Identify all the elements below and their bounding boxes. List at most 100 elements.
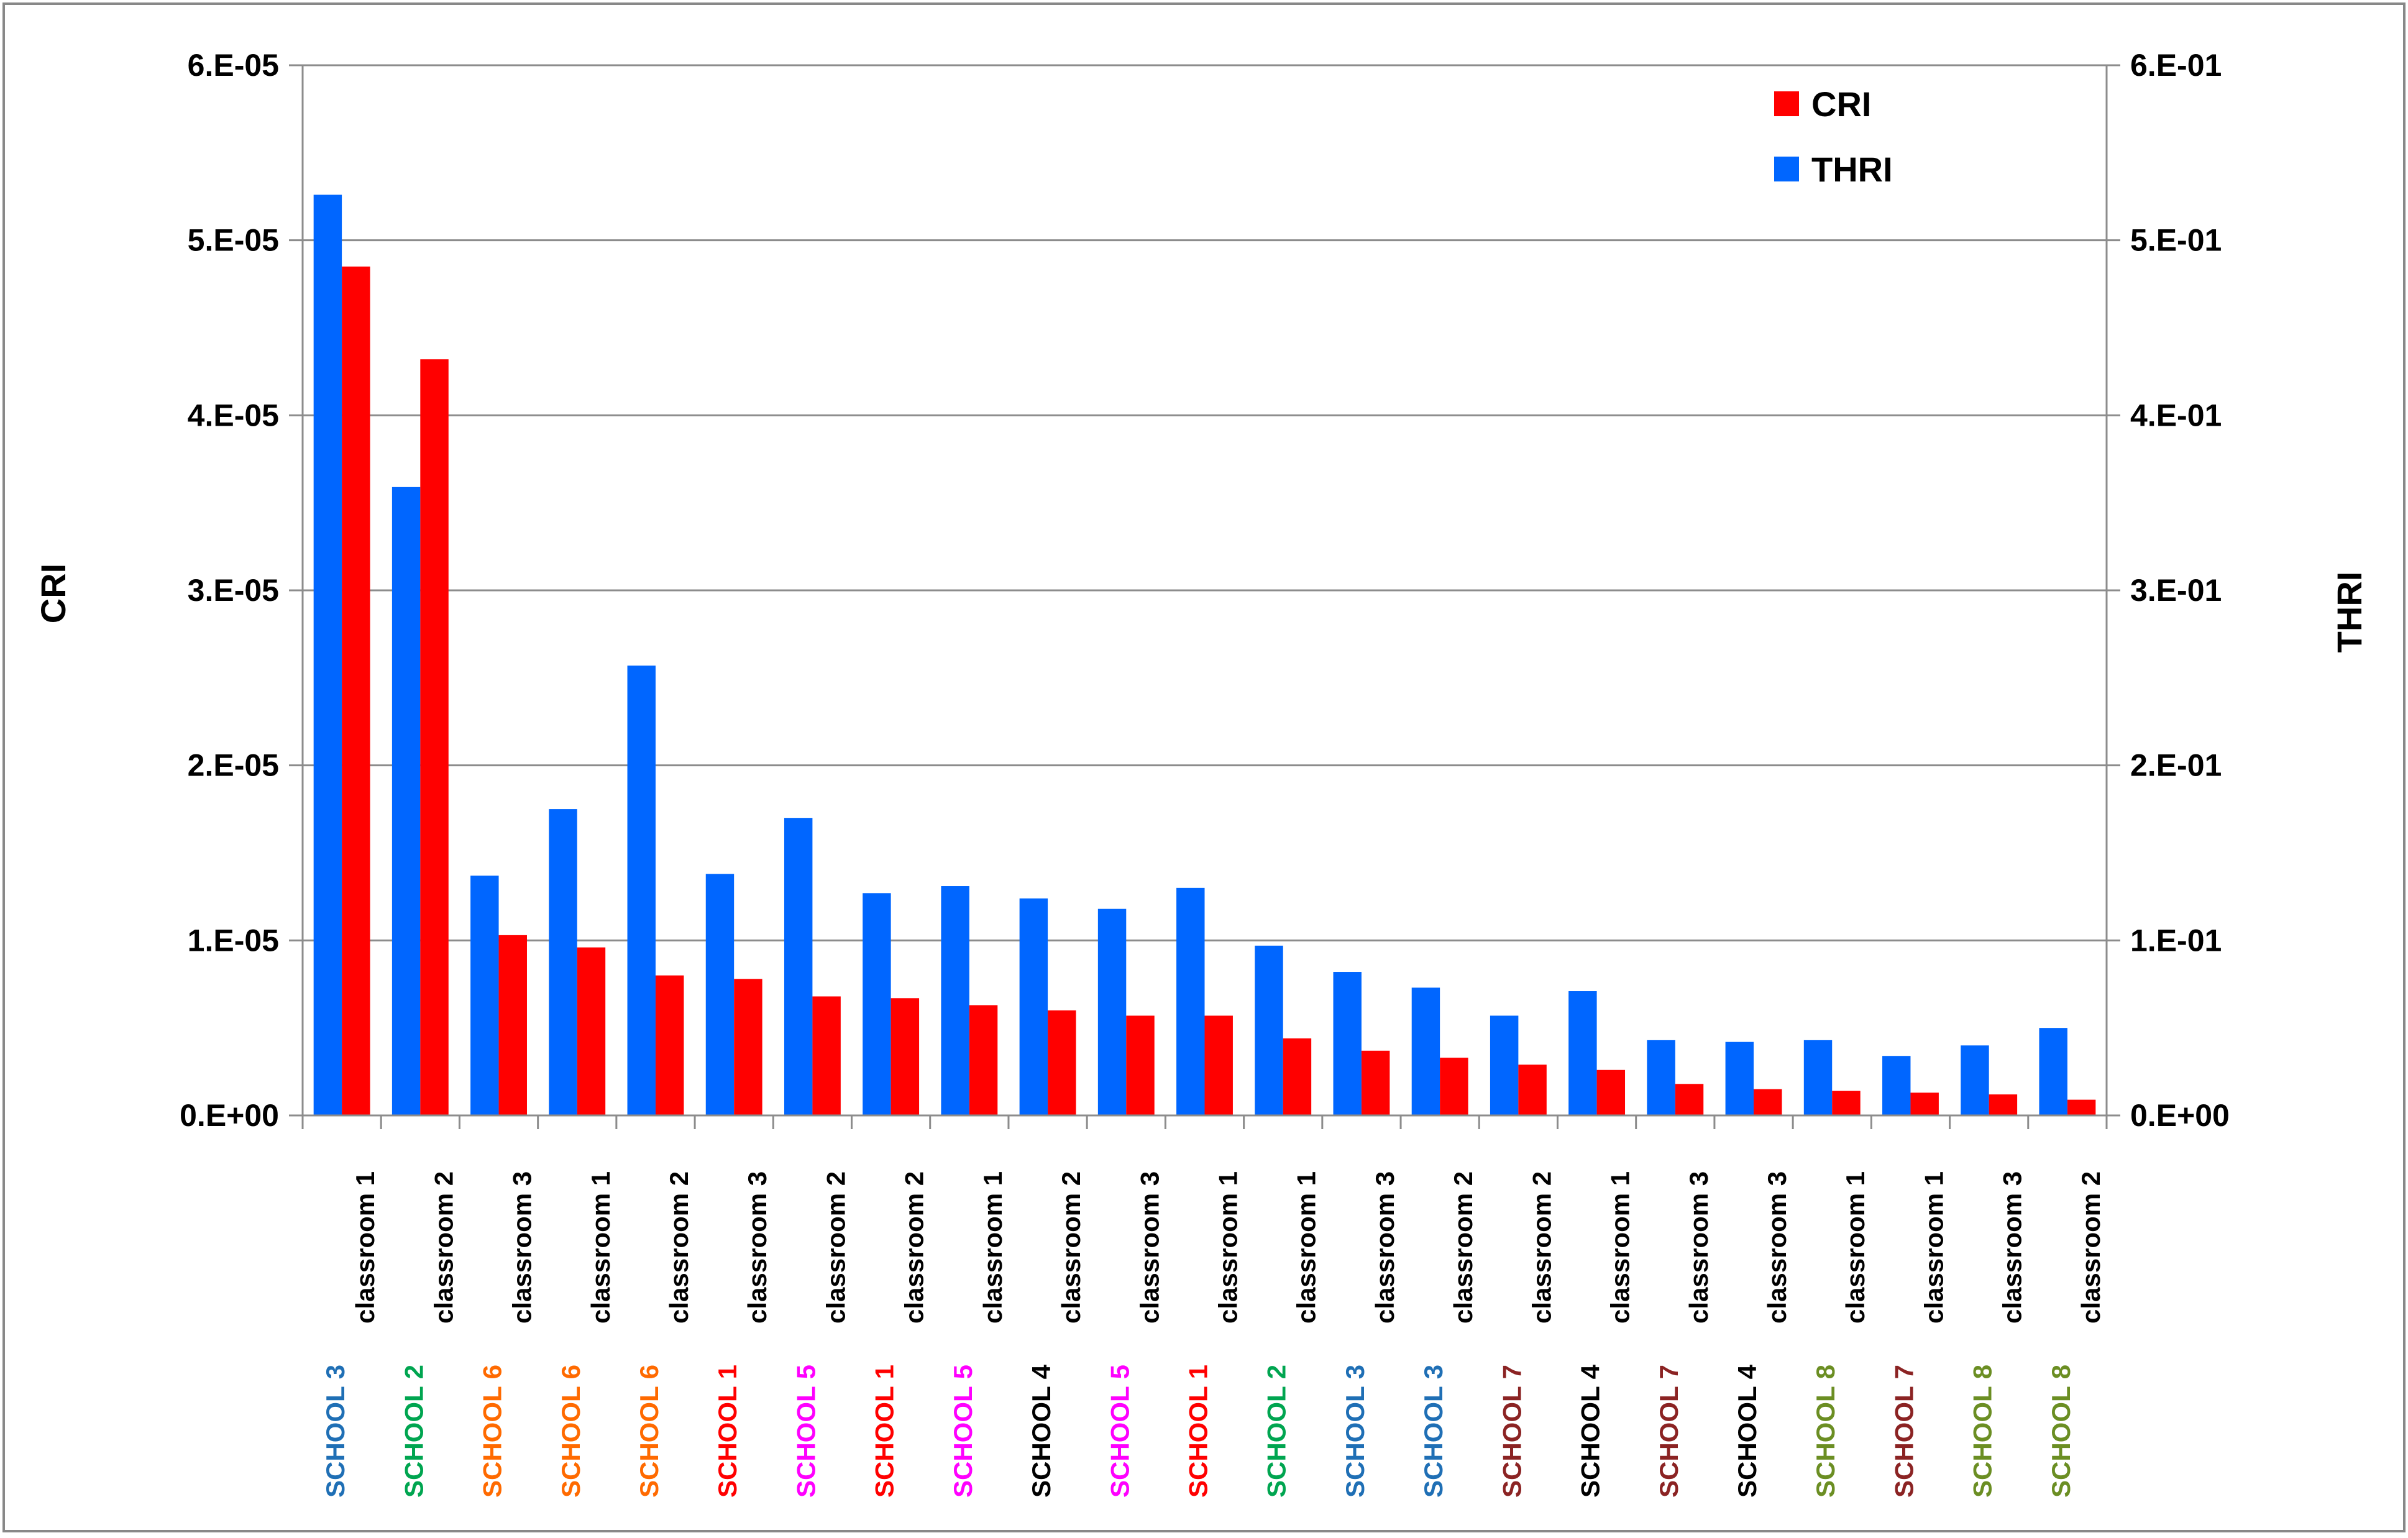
- bar-thri: [391, 487, 421, 1115]
- bar-thri: [1803, 1040, 1833, 1115]
- category-classroom-label: classroom 3: [1762, 1171, 1792, 1324]
- category-classroom-label: classroom 3: [1370, 1171, 1399, 1324]
- category-classroom-label: classroom 2: [900, 1171, 929, 1324]
- category-classroom-label: classroom 1: [350, 1171, 380, 1324]
- category-school-label: SCHOOL 3: [1340, 1365, 1370, 1498]
- bar-thri: [1568, 991, 1597, 1115]
- left-tick-label: 0.E+00: [180, 1098, 279, 1133]
- axes: [301, 65, 2108, 1129]
- category-classroom-label: classroom 2: [1449, 1171, 1478, 1324]
- bar-thri: [313, 195, 342, 1115]
- category-classroom-label: classroom 1: [1214, 1171, 1243, 1324]
- category-labels: SCHOOL 3 classroom 1 SCHOOL 2 classroom 2 SC…: [321, 1171, 2105, 1498]
- bar-cri: [1361, 1050, 1390, 1115]
- category-school-label: SCHOOL 4: [1027, 1364, 1056, 1498]
- bar-thri: [1882, 1056, 1911, 1115]
- category-classroom-label: classroom 3: [508, 1171, 537, 1324]
- bar-thri: [1411, 987, 1440, 1115]
- category-classroom-label: classroom 1: [1919, 1171, 1948, 1324]
- bar-thri: [1255, 945, 1283, 1115]
- category-classroom-label: classroom 2: [1056, 1171, 1086, 1324]
- category-classroom-label: classroom 1: [586, 1171, 615, 1324]
- right-tick-label: 6.E-01: [2130, 48, 2222, 83]
- bar-thri: [1961, 1045, 1989, 1115]
- category-school-label: SCHOOL 7: [1654, 1365, 1683, 1498]
- bar-thri: [1490, 1015, 1519, 1115]
- category-school-label: SCHOOL 1: [713, 1365, 742, 1498]
- bar-thri: [1725, 1041, 1754, 1115]
- right-axis-ticks: 0.E+00 1.E-01 2.E-01 3.E-01 4.E-01 5.E-01 6.E-…: [2130, 48, 2230, 1133]
- category-school-label: SCHOOL 2: [1262, 1365, 1291, 1498]
- legend: CRI THRI: [1774, 85, 1893, 189]
- gridlines: [289, 64, 2120, 1117]
- bar-cri: [1832, 1091, 1861, 1115]
- bar-thri: [705, 874, 735, 1115]
- bar-cri: [1596, 1069, 1626, 1115]
- left-tick-label: 6.E-05: [188, 48, 279, 83]
- bar-thri: [1333, 972, 1362, 1115]
- right-tick-label: 0.E+00: [2130, 1098, 2230, 1133]
- bar-cri: [969, 1005, 998, 1115]
- bar-cri: [734, 979, 762, 1115]
- bars: [313, 195, 2096, 1116]
- right-tick-label: 1.E-01: [2130, 923, 2222, 958]
- bar-thri: [1019, 898, 1048, 1115]
- bar-cri: [1754, 1089, 1782, 1115]
- category-school-label: SCHOOL 6: [478, 1365, 507, 1498]
- bar-thri: [1647, 1040, 1675, 1115]
- category-classroom-label: classroom 1: [1606, 1171, 1635, 1324]
- category-school-label: SCHOOL 5: [791, 1365, 820, 1498]
- bar-cri: [1283, 1038, 1312, 1115]
- bar-cri: [812, 996, 841, 1115]
- category-school-label: SCHOOL 5: [1105, 1365, 1134, 1498]
- category-classroom-label: classroom 2: [429, 1171, 458, 1324]
- category-school-label: SCHOOL 8: [1811, 1365, 1840, 1498]
- category-classroom-label: classroom 1: [1292, 1171, 1321, 1324]
- category-school-label: SCHOOL 4: [1576, 1364, 1605, 1498]
- category-school-label: SCHOOL 8: [1968, 1365, 1997, 1498]
- bar-cri: [655, 975, 684, 1115]
- bar-thri: [1176, 887, 1205, 1115]
- bar-thri: [549, 809, 577, 1115]
- legend-label-cri: CRI: [1811, 85, 1871, 124]
- bar-cri: [1440, 1058, 1468, 1115]
- bar-cri: [1126, 1015, 1155, 1115]
- left-tick-label: 2.E-05: [188, 748, 279, 783]
- category-school-label: SCHOOL 6: [634, 1365, 664, 1498]
- category-classroom-label: classroom 2: [821, 1171, 850, 1324]
- bar-cri: [1204, 1015, 1233, 1115]
- category-school-label: SCHOOL 8: [2046, 1365, 2076, 1498]
- right-tick-label: 3.E-01: [2130, 573, 2222, 608]
- category-school-label: SCHOOL 5: [948, 1365, 977, 1498]
- left-axis-title: CRI: [34, 564, 73, 623]
- bar-cri: [577, 947, 606, 1115]
- category-school-label: SCHOOL 3: [1419, 1365, 1448, 1498]
- bar-thri: [2039, 1028, 2067, 1115]
- bar-cri: [1518, 1064, 1547, 1115]
- left-axis-ticks: 0.E+00 1.E-05 2.E-05 3.E-05 4.E-05 5.E-05 6.E-…: [180, 48, 279, 1133]
- category-classroom-label: classroom 1: [978, 1171, 1007, 1324]
- right-tick-label: 2.E-01: [2130, 748, 2222, 783]
- category-classroom-label: classroom 3: [743, 1171, 772, 1324]
- category-school-label: SCHOOL 3: [321, 1365, 350, 1498]
- bar-cri: [1048, 1010, 1076, 1115]
- bar-cri: [2067, 1099, 2096, 1115]
- bar-cri: [1910, 1092, 1939, 1115]
- bar-thri: [784, 818, 813, 1115]
- category-classroom-label: classroom 2: [664, 1171, 694, 1324]
- category-school-label: SCHOOL 1: [870, 1365, 899, 1498]
- bar-cri: [1675, 1084, 1704, 1115]
- category-classroom-label: classroom 3: [1998, 1171, 2027, 1324]
- bar-thri: [941, 886, 969, 1115]
- bar-thri: [470, 876, 499, 1115]
- legend-label-thri: THRI: [1811, 150, 1893, 189]
- right-tick-label: 5.E-01: [2130, 223, 2222, 258]
- bar-thri: [1097, 909, 1127, 1115]
- left-tick-label: 1.E-05: [188, 923, 279, 958]
- legend-swatch-cri: [1774, 91, 1799, 116]
- bar-cri: [890, 998, 920, 1115]
- bar-cri: [1989, 1094, 2018, 1115]
- right-axis-title: THRI: [2330, 572, 2369, 653]
